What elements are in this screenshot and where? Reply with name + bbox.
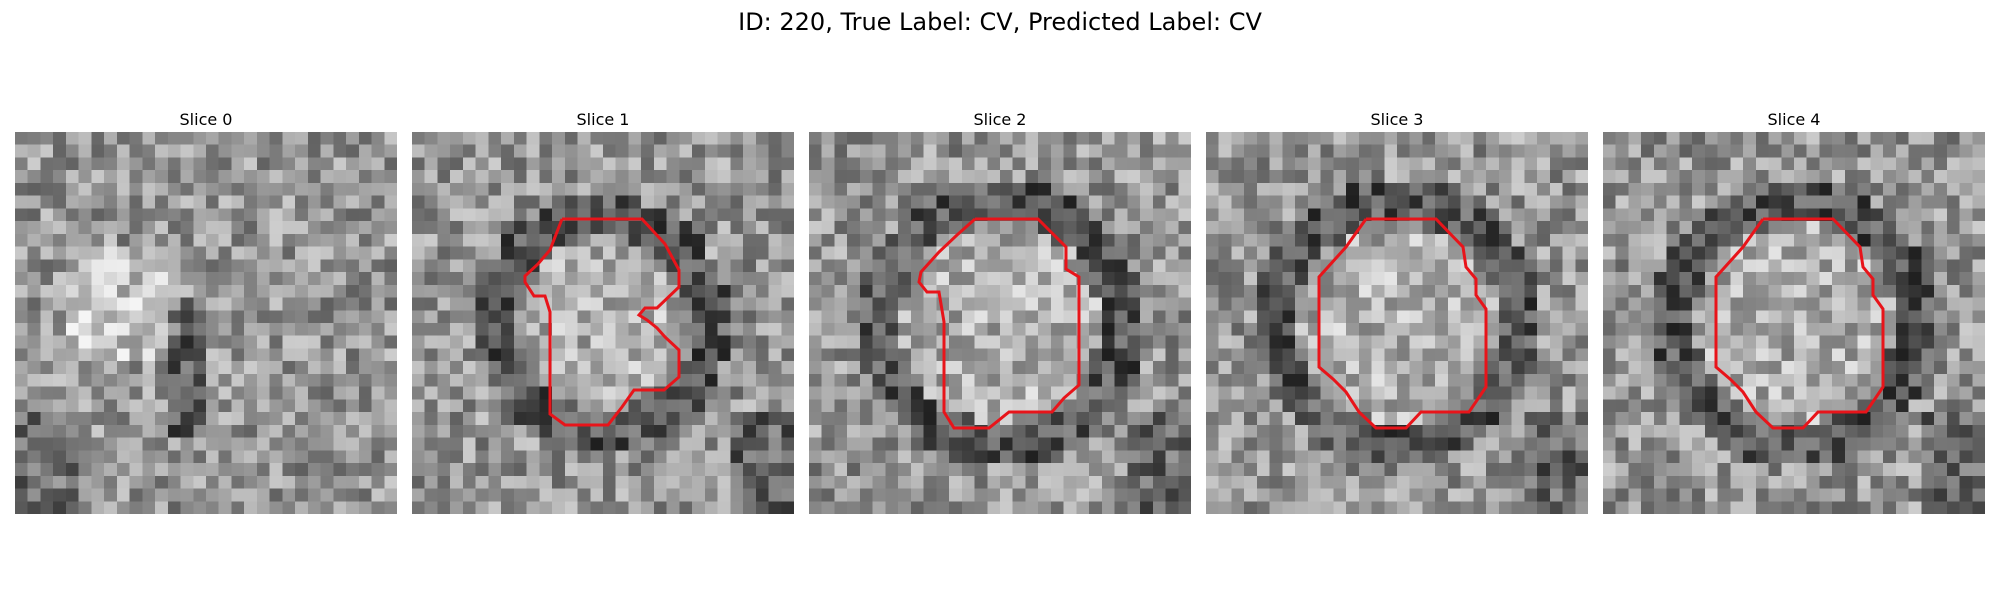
figure-title: ID: 220, True Label: CV, Predicted Label… [738,8,1262,36]
slice-image [1206,132,1588,514]
slice-title: Slice 4 [1767,110,1821,129]
slice-panel-1: Slice 1 [412,108,794,514]
slice-image [412,132,794,514]
slice-image [809,132,1191,514]
slice-image [1603,132,1985,514]
slice-panel-3: Slice 3 [1206,108,1588,514]
slice-panel-0: Slice 0 [15,108,397,514]
slice-title: Slice 2 [973,110,1027,129]
slice-panel-2: Slice 2 [809,108,1191,514]
slice-title: Slice 0 [179,110,233,129]
slice-image [15,132,397,514]
slice-title: Slice 3 [1370,110,1424,129]
slice-panel-4: Slice 4 [1603,108,1985,514]
slice-title: Slice 1 [576,110,630,129]
